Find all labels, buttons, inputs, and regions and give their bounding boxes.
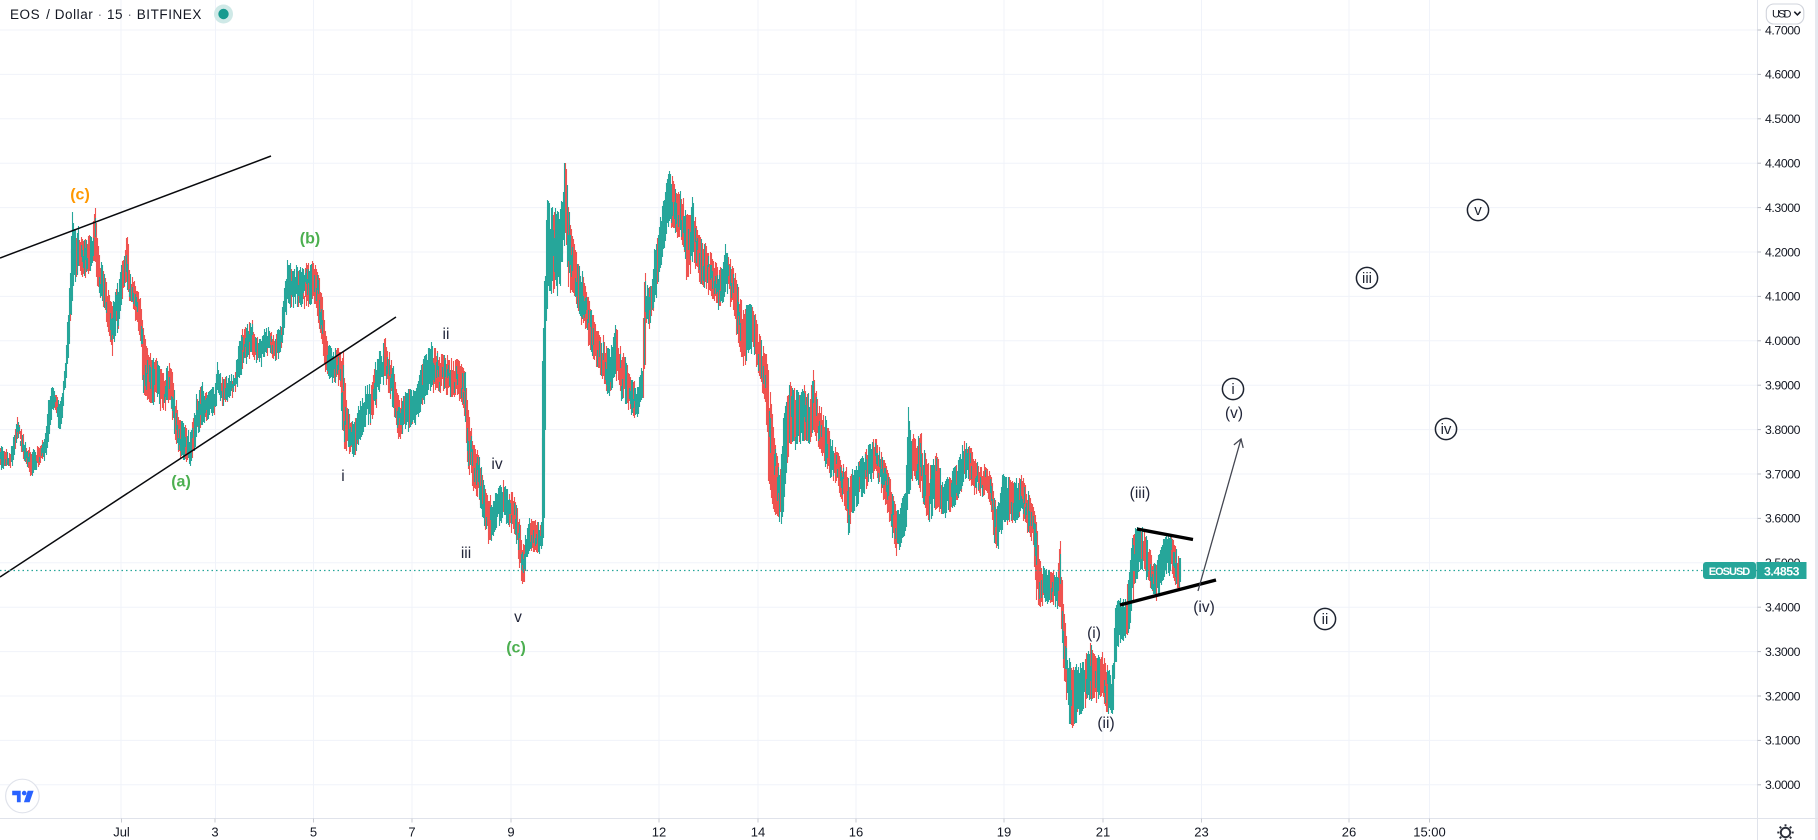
svg-text:3: 3 bbox=[211, 825, 218, 840]
svg-text:(v): (v) bbox=[1225, 405, 1243, 422]
svg-text:21: 21 bbox=[1096, 825, 1110, 840]
svg-text:3.4000: 3.4000 bbox=[1765, 601, 1801, 615]
svg-text:(c): (c) bbox=[506, 640, 526, 657]
svg-text:3.1000: 3.1000 bbox=[1765, 734, 1801, 748]
svg-text:i: i bbox=[1231, 381, 1234, 398]
svg-text:3.3000: 3.3000 bbox=[1765, 645, 1801, 659]
svg-text:19: 19 bbox=[997, 825, 1011, 840]
svg-text:iv: iv bbox=[491, 456, 502, 473]
svg-text:(c): (c) bbox=[70, 187, 90, 204]
svg-text:7: 7 bbox=[408, 825, 415, 840]
svg-text:(iii): (iii) bbox=[1130, 485, 1151, 502]
svg-text:3.6000: 3.6000 bbox=[1765, 512, 1801, 526]
svg-text:3.2000: 3.2000 bbox=[1765, 689, 1801, 703]
svg-text:4.7000: 4.7000 bbox=[1765, 23, 1801, 37]
svg-text:9: 9 bbox=[507, 825, 514, 840]
svg-text:ii: ii bbox=[1322, 611, 1329, 628]
svg-text:(i): (i) bbox=[1087, 625, 1101, 642]
svg-text:4.1000: 4.1000 bbox=[1765, 290, 1801, 304]
svg-text:3.9000: 3.9000 bbox=[1765, 379, 1801, 393]
svg-text:26: 26 bbox=[1342, 825, 1356, 840]
svg-text:4.3000: 4.3000 bbox=[1765, 201, 1801, 215]
svg-text:16: 16 bbox=[849, 825, 863, 840]
svg-text:ii: ii bbox=[443, 326, 450, 343]
svg-text:4.4000: 4.4000 bbox=[1765, 157, 1801, 171]
svg-text:5: 5 bbox=[310, 825, 317, 840]
svg-text:iv: iv bbox=[1441, 421, 1452, 438]
svg-text:14: 14 bbox=[751, 825, 765, 840]
svg-text:v: v bbox=[514, 609, 522, 626]
svg-text:(iv): (iv) bbox=[1193, 599, 1215, 616]
svg-text:4.0000: 4.0000 bbox=[1765, 334, 1801, 348]
svg-text:iii: iii bbox=[1362, 270, 1372, 287]
svg-text:3.0000: 3.0000 bbox=[1765, 778, 1801, 792]
svg-text:USD: USD bbox=[1772, 9, 1792, 21]
svg-text:i: i bbox=[341, 468, 344, 485]
svg-text:(b): (b) bbox=[300, 231, 320, 248]
svg-text:3.8000: 3.8000 bbox=[1765, 423, 1801, 437]
svg-text:3.4853: 3.4853 bbox=[1764, 564, 1800, 578]
svg-text:(a): (a) bbox=[171, 474, 191, 491]
svg-text:3.7000: 3.7000 bbox=[1765, 467, 1801, 481]
svg-text:4.5000: 4.5000 bbox=[1765, 112, 1801, 126]
svg-text:4.6000: 4.6000 bbox=[1765, 68, 1801, 82]
svg-text:EOSUSD: EOSUSD bbox=[1709, 566, 1751, 578]
svg-text:Jul: Jul bbox=[113, 825, 130, 840]
svg-text:v: v bbox=[1474, 202, 1482, 219]
svg-text:iii: iii bbox=[461, 545, 471, 562]
svg-text:23: 23 bbox=[1194, 825, 1208, 840]
svg-text:EOS / Dollar · 15 · BITFINEX: EOS / Dollar · 15 · BITFINEX bbox=[10, 7, 202, 22]
svg-text:(ii): (ii) bbox=[1097, 715, 1114, 732]
svg-text:4.2000: 4.2000 bbox=[1765, 245, 1801, 259]
svg-text:12: 12 bbox=[652, 825, 666, 840]
svg-text:15:00: 15:00 bbox=[1413, 825, 1446, 840]
